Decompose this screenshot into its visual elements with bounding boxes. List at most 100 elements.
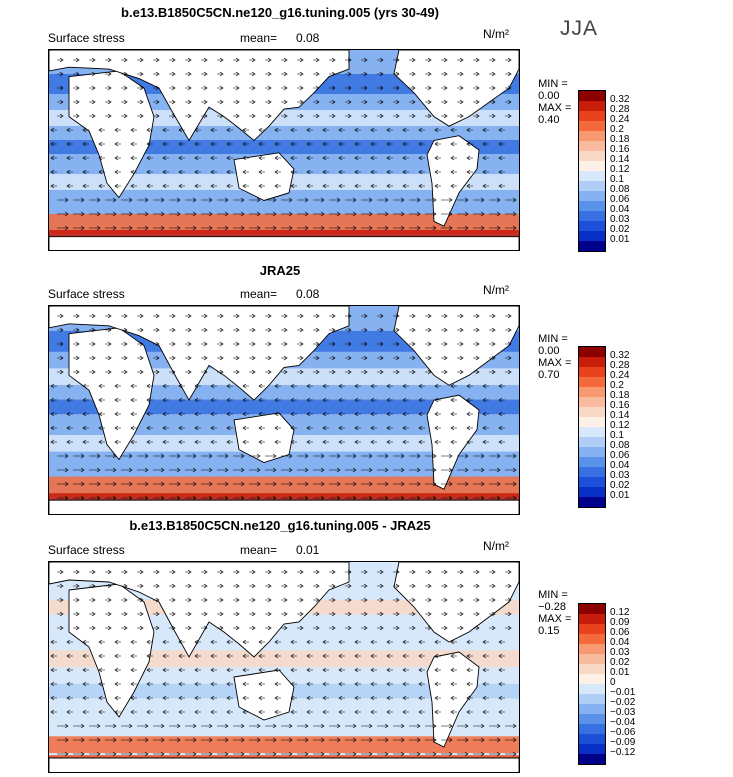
- stress-arrow: [313, 611, 320, 617]
- stress-arrow: [345, 355, 352, 361]
- stress-arrow: [274, 653, 281, 659]
- stress-arrow: [386, 667, 393, 673]
- continent-outline: [49, 758, 519, 772]
- stress-arrow: [162, 383, 169, 389]
- stress-arrow: [290, 127, 297, 133]
- stress-arrow: [313, 481, 325, 487]
- stress-arrow: [281, 597, 288, 603]
- stress-arrow: [50, 183, 57, 189]
- stress-arrow: [201, 197, 213, 203]
- stress-arrow: [409, 453, 421, 459]
- stress-arrow: [210, 667, 217, 673]
- stress-arrow: [489, 211, 501, 217]
- colorbar-box: [579, 674, 605, 684]
- stress-arrow: [313, 737, 325, 743]
- stress-arrow: [338, 709, 345, 715]
- stress-arrow: [265, 597, 272, 603]
- colorbar-box: [579, 704, 605, 714]
- colorbar-box: [579, 201, 605, 211]
- stress-arrow: [281, 453, 293, 459]
- stress-arrow: [322, 709, 329, 715]
- stress-arrow: [297, 453, 309, 459]
- stress-arrow: [322, 127, 329, 133]
- stress-arrow: [473, 737, 485, 743]
- stress-arrow: [489, 71, 496, 77]
- stress-arrow: [290, 425, 297, 431]
- stress-arrow: [482, 709, 489, 715]
- stress-arrow: [242, 127, 249, 133]
- stress-arrow: [322, 681, 329, 687]
- stress-arrow: [121, 723, 133, 729]
- stress-arrow: [89, 625, 96, 631]
- panel-1-map: [48, 49, 520, 251]
- colorbar-tick-label: 0.02: [610, 224, 630, 235]
- stress-arrow: [377, 313, 384, 319]
- stress-arrow: [329, 751, 341, 757]
- stress-arrow: [265, 57, 272, 63]
- stress-arrow: [393, 369, 400, 375]
- stress-arrow: [73, 453, 85, 459]
- stress-arrow: [473, 99, 480, 105]
- colorbar-tick-label: 0.01: [610, 490, 630, 501]
- stress-arrow: [121, 313, 128, 319]
- stress-arrow: [505, 597, 512, 603]
- stress-arrow: [281, 369, 288, 375]
- stress-arrow: [169, 225, 181, 231]
- stress-arrow: [137, 369, 144, 375]
- stress-arrow: [210, 383, 217, 389]
- stress-arrow: [249, 313, 256, 319]
- stress-arrow: [306, 667, 313, 673]
- stress-arrow: [137, 355, 144, 361]
- stress-arrow: [146, 439, 153, 445]
- stress-arrow: [281, 197, 293, 203]
- stress-arrow: [354, 425, 361, 431]
- stress-arrow: [361, 327, 368, 333]
- stress-arrow: [89, 71, 96, 77]
- colorbar-tick-label: 0.04: [610, 637, 630, 648]
- stress-arrow: [457, 197, 469, 203]
- stress-arrow: [489, 369, 496, 375]
- stress-arrow: [98, 709, 105, 715]
- stress-arrow: [345, 57, 352, 63]
- stress-arrow: [281, 71, 288, 77]
- stress-arrow: [201, 597, 208, 603]
- colorbar-box: [579, 457, 605, 467]
- stress-arrow: [338, 169, 345, 175]
- stress-arrow: [274, 127, 281, 133]
- stress-arrow: [329, 341, 336, 347]
- stress-arrow: [66, 383, 73, 389]
- stress-arrow: [306, 183, 313, 189]
- stress-arrow: [313, 113, 320, 119]
- stress-arrow: [377, 225, 389, 231]
- stress-arrow: [434, 155, 441, 161]
- stress-arrow: [473, 313, 480, 319]
- colorbar-box: [579, 347, 605, 357]
- stress-arrow: [217, 583, 224, 589]
- stress-arrow: [57, 453, 69, 459]
- stress-arrow: [297, 481, 309, 487]
- stress-arrow: [281, 85, 288, 91]
- stress-arrow: [425, 355, 432, 361]
- stress-arrow: [482, 141, 489, 147]
- stress-arrow: [306, 127, 313, 133]
- stress-arrow: [201, 625, 208, 631]
- stress-arrow: [105, 327, 112, 333]
- stress-arrow: [386, 425, 393, 431]
- stress-arrow: [354, 183, 361, 189]
- stress-arrow: [361, 481, 373, 487]
- stress-arrow: [114, 141, 121, 147]
- stress-arrow: [434, 127, 441, 133]
- stress-arrow: [386, 681, 393, 687]
- panel-3-min-label: MIN =: [538, 589, 568, 601]
- stress-arrow: [450, 667, 457, 673]
- stress-arrow: [137, 611, 144, 617]
- stress-arrow: [233, 225, 245, 231]
- stress-arrow: [137, 569, 144, 575]
- stress-band: [49, 140, 519, 154]
- stress-arrow: [242, 397, 249, 403]
- stress-arrow: [361, 751, 373, 757]
- panel-1-mean-label: mean=: [240, 31, 278, 45]
- colorbar-box: [579, 614, 605, 624]
- stress-arrow: [201, 211, 213, 217]
- stress-arrow: [185, 723, 197, 729]
